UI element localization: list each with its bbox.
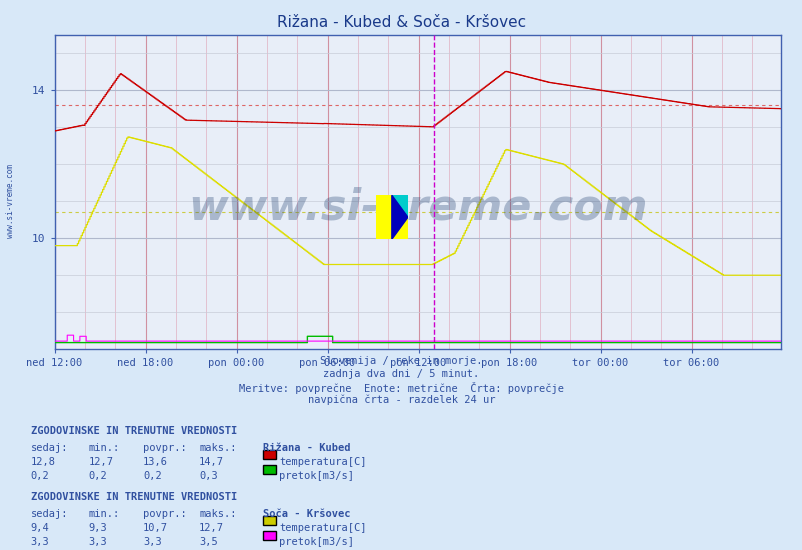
Text: 0,2: 0,2 xyxy=(143,471,161,481)
Text: min.:: min.: xyxy=(88,443,119,453)
Polygon shape xyxy=(391,195,407,217)
Text: povpr.:: povpr.: xyxy=(143,509,186,519)
Text: 12,7: 12,7 xyxy=(88,457,113,467)
Text: povpr.:: povpr.: xyxy=(143,443,186,453)
Polygon shape xyxy=(391,195,407,239)
Text: 13,6: 13,6 xyxy=(143,457,168,467)
Text: zadnja dva dni / 5 minut.: zadnja dva dni / 5 minut. xyxy=(323,369,479,379)
Text: min.:: min.: xyxy=(88,509,119,519)
Text: Soča - Kršovec: Soča - Kršovec xyxy=(263,509,350,519)
Text: 3,3: 3,3 xyxy=(30,537,49,547)
Text: 12,8: 12,8 xyxy=(30,457,55,467)
Text: temperatura[C]: temperatura[C] xyxy=(279,523,367,533)
Text: navpična črta - razdelek 24 ur: navpična črta - razdelek 24 ur xyxy=(307,394,495,405)
Text: 10,7: 10,7 xyxy=(143,523,168,533)
Text: pretok[m3/s]: pretok[m3/s] xyxy=(279,537,354,547)
Text: www.si-vreme.com: www.si-vreme.com xyxy=(188,186,647,229)
Text: 3,3: 3,3 xyxy=(88,537,107,547)
Text: 0,2: 0,2 xyxy=(30,471,49,481)
Text: 9,4: 9,4 xyxy=(30,523,49,533)
Text: sedaj:: sedaj: xyxy=(30,443,68,453)
Text: maks.:: maks.: xyxy=(199,443,237,453)
Text: pretok[m3/s]: pretok[m3/s] xyxy=(279,471,354,481)
Text: ZGODOVINSKE IN TRENUTNE VREDNOSTI: ZGODOVINSKE IN TRENUTNE VREDNOSTI xyxy=(30,492,237,502)
Text: Slovenija / reke in morje.: Slovenija / reke in morje. xyxy=(320,356,482,366)
Text: 3,5: 3,5 xyxy=(199,537,217,547)
Text: sedaj:: sedaj: xyxy=(30,509,68,519)
Text: 9,3: 9,3 xyxy=(88,523,107,533)
Text: maks.:: maks.: xyxy=(199,509,237,519)
Text: 0,3: 0,3 xyxy=(199,471,217,481)
Text: 14,7: 14,7 xyxy=(199,457,224,467)
Text: 12,7: 12,7 xyxy=(199,523,224,533)
Text: temperatura[C]: temperatura[C] xyxy=(279,457,367,467)
Text: 3,3: 3,3 xyxy=(143,537,161,547)
Text: 0,2: 0,2 xyxy=(88,471,107,481)
Text: Rižana - Kubed: Rižana - Kubed xyxy=(263,443,350,453)
Text: ZGODOVINSKE IN TRENUTNE VREDNOSTI: ZGODOVINSKE IN TRENUTNE VREDNOSTI xyxy=(30,426,237,436)
Text: Rižana - Kubed & Soča - Kršovec: Rižana - Kubed & Soča - Kršovec xyxy=(277,15,525,30)
Text: www.si-vreme.com: www.si-vreme.com xyxy=(6,164,15,238)
Text: Meritve: povprečne  Enote: metrične  Črta: povprečje: Meritve: povprečne Enote: metrične Črta:… xyxy=(239,382,563,394)
